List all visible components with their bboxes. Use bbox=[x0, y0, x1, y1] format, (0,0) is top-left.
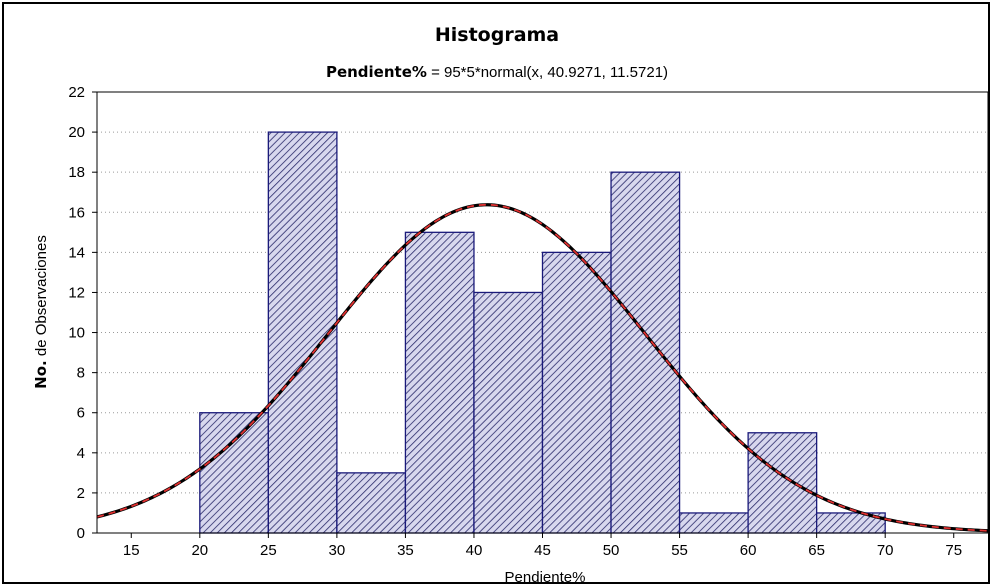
y-tick-label: 4 bbox=[77, 445, 85, 462]
histogram-bar bbox=[336, 472, 407, 534]
x-tick-label: 30 bbox=[329, 542, 346, 559]
chart-title: Histograma bbox=[435, 24, 559, 46]
histogram-bar bbox=[473, 291, 544, 534]
y-tick-label: 6 bbox=[77, 405, 85, 422]
x-tick-label: 65 bbox=[808, 542, 825, 559]
x-tick-label: 35 bbox=[397, 542, 414, 559]
histogram-bar bbox=[404, 231, 475, 534]
y-tick-label: 22 bbox=[68, 84, 85, 101]
x-tick-label: 70 bbox=[877, 542, 894, 559]
y-tick-label: 2 bbox=[77, 485, 85, 502]
y-tick-label: 14 bbox=[68, 244, 85, 261]
x-tick-label: 25 bbox=[260, 542, 277, 559]
x-tick-label: 50 bbox=[603, 542, 620, 559]
y-tick-label: 8 bbox=[77, 365, 85, 382]
histogram-bar bbox=[747, 432, 818, 534]
y-tick-label: 10 bbox=[68, 325, 85, 342]
y-tick-label: 20 bbox=[68, 124, 85, 141]
subtitle-formula: = 95*5*normal(x, 40.9271, 11.5721) bbox=[427, 64, 668, 81]
x-tick-label: 45 bbox=[534, 542, 551, 559]
x-tick-label: 40 bbox=[466, 542, 483, 559]
y-tick-label: 16 bbox=[68, 204, 85, 221]
x-axis-label: Pendiente% bbox=[505, 569, 586, 586]
y-axis-label-rest: de Observaciones bbox=[33, 235, 50, 360]
chart-subtitle: Pendiente% = 95*5*normal(x, 40.9271, 11.… bbox=[326, 63, 668, 81]
y-axis-label-bold: No. bbox=[32, 360, 50, 389]
histogram-bar bbox=[199, 412, 269, 534]
y-tick-label: 0 bbox=[77, 525, 85, 542]
x-tick-label: 75 bbox=[945, 542, 962, 559]
x-axis-ticks: 15 20 25 30 35 40 45 50 55 60 65 70 75 bbox=[123, 533, 962, 559]
histogram-bar bbox=[610, 171, 681, 534]
histogram-bar bbox=[267, 131, 338, 534]
x-tick-label: 60 bbox=[740, 542, 757, 559]
histogram-bar bbox=[678, 512, 749, 534]
y-tick-label: 18 bbox=[68, 164, 85, 181]
x-tick-label: 55 bbox=[671, 542, 688, 559]
normal-curve bbox=[96, 203, 989, 533]
subtitle-variable: Pendiente% bbox=[326, 63, 427, 81]
x-tick-label: 20 bbox=[191, 542, 208, 559]
x-tick-label: 15 bbox=[123, 542, 140, 559]
histogram-bar bbox=[541, 251, 612, 534]
histogram-bars bbox=[199, 131, 886, 534]
y-axis-ticks: 0 2 4 6 8 10 12 14 16 18 20 22 bbox=[68, 84, 97, 542]
normal-curve-dash bbox=[96, 203, 989, 532]
y-axis-label: No. de Observaciones bbox=[32, 235, 50, 389]
y-tick-label: 12 bbox=[68, 284, 85, 301]
